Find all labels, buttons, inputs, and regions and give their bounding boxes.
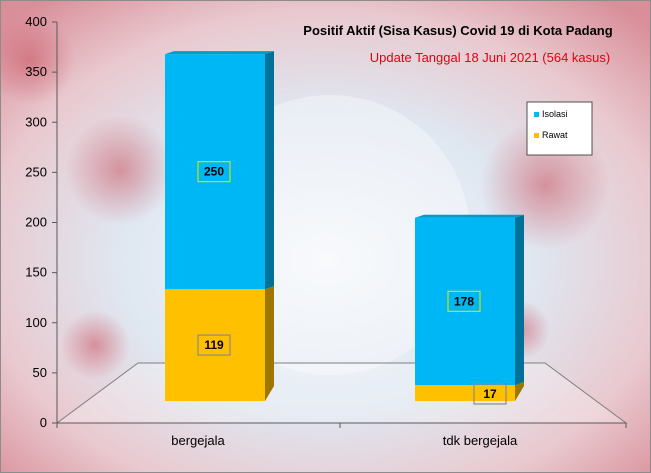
y-tick-label: 400	[25, 14, 47, 29]
data-label-value: 250	[204, 165, 224, 179]
bar-isolasi-tdk-bergejala	[415, 217, 515, 386]
data-label-box	[197, 334, 231, 356]
x-axis: bergejala tdk bergejala	[171, 433, 518, 448]
plot-floor	[55, 362, 628, 428]
bar-side-rawat	[515, 382, 524, 401]
bar-side-isolasi	[515, 214, 524, 386]
y-tick-label: 300	[25, 114, 47, 129]
chart-subtitle: Update Tanggal 18 Juni 2021 (564 kasus)	[370, 50, 610, 65]
data-label-isolasi: 250	[197, 161, 231, 183]
y-tick-label: 200	[25, 215, 47, 230]
data-label-rawat: 17	[473, 383, 507, 405]
y-tick-label: 0	[40, 415, 47, 430]
chart-title: Positif Aktif (Sisa Kasus) Covid 19 di K…	[303, 23, 612, 38]
legend-label-rawat: Rawat	[542, 130, 568, 140]
bar-side-isolasi	[265, 51, 274, 290]
data-label-value: 119	[204, 338, 224, 352]
y-tick-label: 50	[33, 365, 47, 380]
y-axis: 0 50 100 150 200 250 300 350 400	[25, 14, 58, 430]
bar-isolasi-bergejala	[165, 54, 265, 290]
y-tick-label: 150	[25, 265, 47, 280]
bar-top-face	[415, 214, 524, 218]
legend-box	[526, 101, 593, 156]
data-label-isolasi: 178	[447, 290, 481, 312]
bar-side-rawat	[265, 286, 274, 401]
bars	[165, 51, 524, 401]
y-tick-label: 250	[25, 164, 47, 179]
bar-rawat-bergejala	[165, 289, 265, 401]
legend: Isolasi Rawat	[526, 101, 593, 156]
legend-swatch-rawat	[534, 133, 539, 138]
data-labels: 119 250 17 178	[197, 161, 507, 405]
data-label-value: 17	[483, 387, 497, 401]
data-label-value: 178	[454, 294, 474, 308]
data-label-box	[447, 290, 481, 312]
y-tick-label: 350	[25, 64, 47, 79]
y-tick-label: 100	[25, 315, 47, 330]
floor-plane	[55, 362, 628, 424]
bar-top-face	[165, 51, 274, 55]
data-label-rawat: 119	[197, 334, 231, 356]
legend-swatch-isolasi	[534, 112, 539, 117]
bar-rawat-tdk-bergejala	[415, 385, 515, 401]
legend-label-isolasi: Isolasi	[542, 109, 568, 119]
x-tick-label: bergejala	[171, 433, 225, 448]
x-tick-label: tdk bergejala	[443, 433, 518, 448]
data-label-box	[197, 161, 231, 183]
data-label-box	[473, 383, 507, 405]
